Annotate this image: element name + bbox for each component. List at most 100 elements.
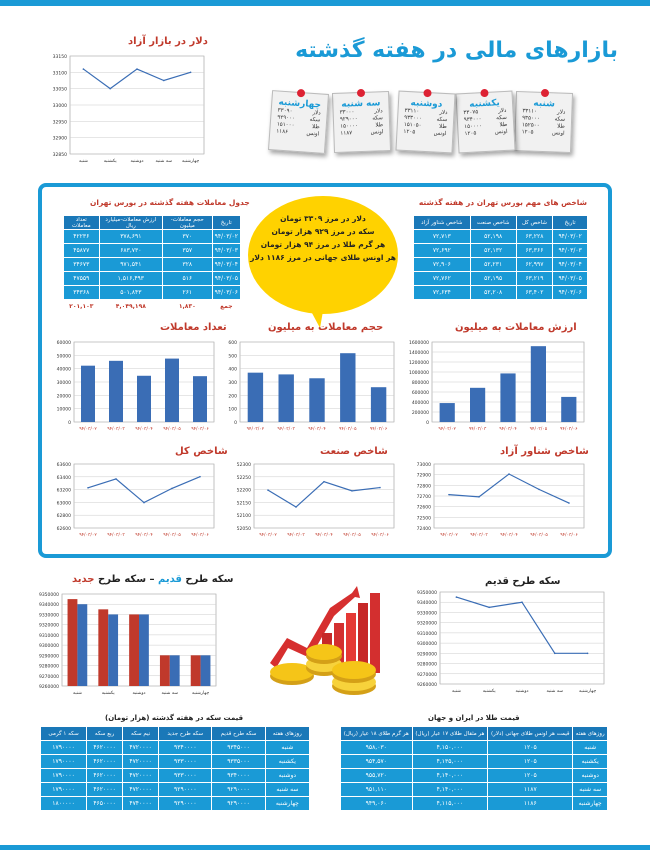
bar-0 [159,655,170,686]
x-tick-label: شنبه [73,691,82,696]
bar-1 [108,614,119,686]
industry-index-title: شاخص صنعت [320,446,388,457]
x-tick-label: ۹۴/۰۳/۰۲ [440,532,458,538]
pin-icon [296,88,305,98]
bar-1 [169,655,180,686]
y-tick-label: 9330000 [39,612,59,618]
data-point [448,493,450,496]
note-4: چهارشنبه دلار ۳۳۰۹۰ سکه ۹۲۹۰۰۰ طلا ۱۵۱۰۰۰ اونس ۱… [267,88,330,154]
x-tick-label: ۹۴/۰۳/۰۶ [191,426,209,432]
column-header: شاخص صنعت [469,215,517,230]
num-trades-title: تعداد معاملات [160,322,227,333]
y-tick-label: 200 [228,393,237,399]
y-tick-label: 9290000 [39,653,59,659]
y-tick-label: 0 [426,420,429,426]
y-tick-label: 60000 [57,340,71,346]
coin-compare-title: سکه طرح قدیم – سکه طرح جدید [72,574,233,585]
column-header: هر گرم طلای ۱۸ عیار (ریال) [340,726,413,741]
table-row: ۹۴/۰۳/۰۶ ۲۶۱ ۵۰۱,۸۴۳ ۳۴۳۶۸ [63,285,242,300]
data-point [199,475,201,478]
bottom-stripe [0,845,650,850]
table-cell: دوشنبه [572,768,608,783]
y-tick-label: 63000 [57,500,71,506]
table-cell: ۴,۱۱۵,۰۰۰ [411,796,489,811]
x-tick-label: چهارشنبه [192,691,210,696]
bubble-line: دلار در مرز ۳۳۰۹ تومان [280,214,366,223]
bar-0 [67,599,78,686]
column-header: ارزش معاملات-میلیارد ریال [98,215,164,230]
y-tick-label: 9320000 [39,623,59,629]
y-tick-label: 100 [228,407,237,413]
data-point [488,606,490,609]
table-row: یکشنبه ۹۳۳۵۰۰۰ ۹۳۳۰۰۰۰ ۴۷۲۰۰۰۰ ۴۶۲۰۰۰۰ ۱۷۹۰۰۰… [39,754,311,769]
table-cell: ۳۴۳۶۸ [63,285,100,300]
table-row: ۹۴/۰۳/۰۶ ۶۳,۴۰۲ ۵۲,۲۰۸ ۷۲,۶۳۴ [413,285,588,300]
y-tick-label: 32950 [53,119,67,125]
x-tick-label: چهارشنبه [182,159,200,164]
x-tick-label: ۹۴/۰۳/۰۳ [107,532,125,538]
table-row: چهارشنبه ۱۱۸۶ ۴,۱۱۵,۰۰۰ ۹۴۹,۰۶۰ [340,796,608,811]
table-cell: ۷۲,۷۶۲ [413,271,471,286]
x-tick-label: ۹۴/۰۳/۰۳ [470,532,488,538]
y-tick-label: 72500 [417,515,431,521]
total-cell: ۲۰۱,۱۰۳ [63,299,100,314]
data-point [521,601,523,604]
table-cell: ۹۵۱,۱۱۰ [340,782,413,797]
volume-title: حجم معاملات به میلیون [268,322,384,333]
table-cell: ۱۲۰۵ [487,740,574,755]
bar-0 [129,614,139,686]
note-0: شنبه دلار ۳۳۱۱۰ سکه ۹۳۵۰۰۰ طلا ۱۵۲۵۰۰ اونس ۱۲۰۵ [513,88,574,153]
table-cell: ۹۴/۰۳/۰۴ [552,257,588,272]
x-tick-label: ۹۴/۰۳/۰۲ [259,532,277,538]
num-trades-bar-chart: 0 10000 20000 30000 40000 50000 60000 ۹۴/۰۳/۰۲ ۹… [57,340,215,432]
note-3: سه شنبه دلار ۳۳۰۰۰ سکه ۹۲۹۰۰۰ طلا ۱۵۰۰۰۰ اونس ۱۱… [331,88,392,153]
gold-price-table: روزهای هفته قیمت هر اونس طلای جهانی (دلار… [340,726,608,811]
table-cell: ۶۸۳,۷۳۰ [98,243,164,258]
note-label: اونس [494,128,508,136]
data-point [586,652,589,655]
table-cell: ۹۷۱,۵۴۱ [98,257,164,272]
table-cell: ۹۵۴,۵۷۰ [340,754,413,769]
y-tick-label: 1400000 [409,350,429,356]
table-cell: شنبه [572,740,608,755]
old-coin-title: سکه طرح قدیم [485,576,561,587]
coin-table-title: قیمت سکه در هفته گذشته (هزار تومان) [105,714,244,722]
data-point [87,487,89,489]
gold-coins-illustration [270,586,380,695]
x-tick-label: سه شنبه [547,689,564,694]
table-header-row: تاریخ حجم معاملات-میلیون ارزش معاملات-میلی… [63,215,242,230]
x-tick-label: ۹۴/۰۳/۰۶ [370,426,388,432]
table-total-row: جمع ۱,۸۳۰ ۴,۰۴۹,۱۹۸ ۲۰۱,۱۰۳ [63,299,242,314]
column-header: نیم سکه [122,726,160,741]
title-part: – سکه طرح [94,574,159,585]
y-tick-label: 52200 [237,488,251,494]
data-point [171,487,173,490]
table-cell: ۱۲۰۵ [487,754,574,769]
table-cell: ۹۴۹,۰۶۰ [340,796,413,811]
top-stripe [0,0,650,6]
table-cell: ۴,۱۴۰,۰۰۰ [411,782,489,797]
bar [165,358,179,422]
bar-1 [139,614,149,686]
total-cell: جمع [211,299,242,314]
table-cell: ۴۶۲۰۰۰۰ [86,754,124,769]
table-cell: ۱۱۸۷ [487,782,574,797]
x-tick-label: ۹۴/۰۳/۰۵ [163,532,181,538]
bar-0 [190,655,201,686]
table-cell: ۶۳,۲۲۸ [515,229,554,244]
note-label: اونس [433,130,447,138]
data-point [115,478,117,480]
y-tick-label: 9340000 [39,602,59,608]
column-header: حجم معاملات-میلیون [162,215,213,230]
data-point [163,79,165,82]
value-title: ارزش معاملات به میلیون [455,322,577,333]
table-header-row: روزهای هفته قیمت هر اونس طلای جهانی (دلار… [340,726,608,741]
table-header-row: تاریخ شاخص کل شاخص صنعت شاخص شناور آزاد [413,215,588,230]
industry-index-line-chart: 52050 52100 52150 52200 52250 52300 ۹۴/۰۳/۰۲ ۹۴… [237,462,395,538]
table-cell: ۴۷۲۰۰۰۰ [122,740,160,755]
value-bar-chart: 0 200000 400000 600000 800000 1000000 1200000 1… [409,340,585,432]
x-tick-label: ۹۴/۰۳/۰۵ [339,426,357,432]
table-cell: سه شنبه [572,782,608,797]
plot-area [253,463,395,529]
table-cell: ۳۷۰ [162,229,213,244]
